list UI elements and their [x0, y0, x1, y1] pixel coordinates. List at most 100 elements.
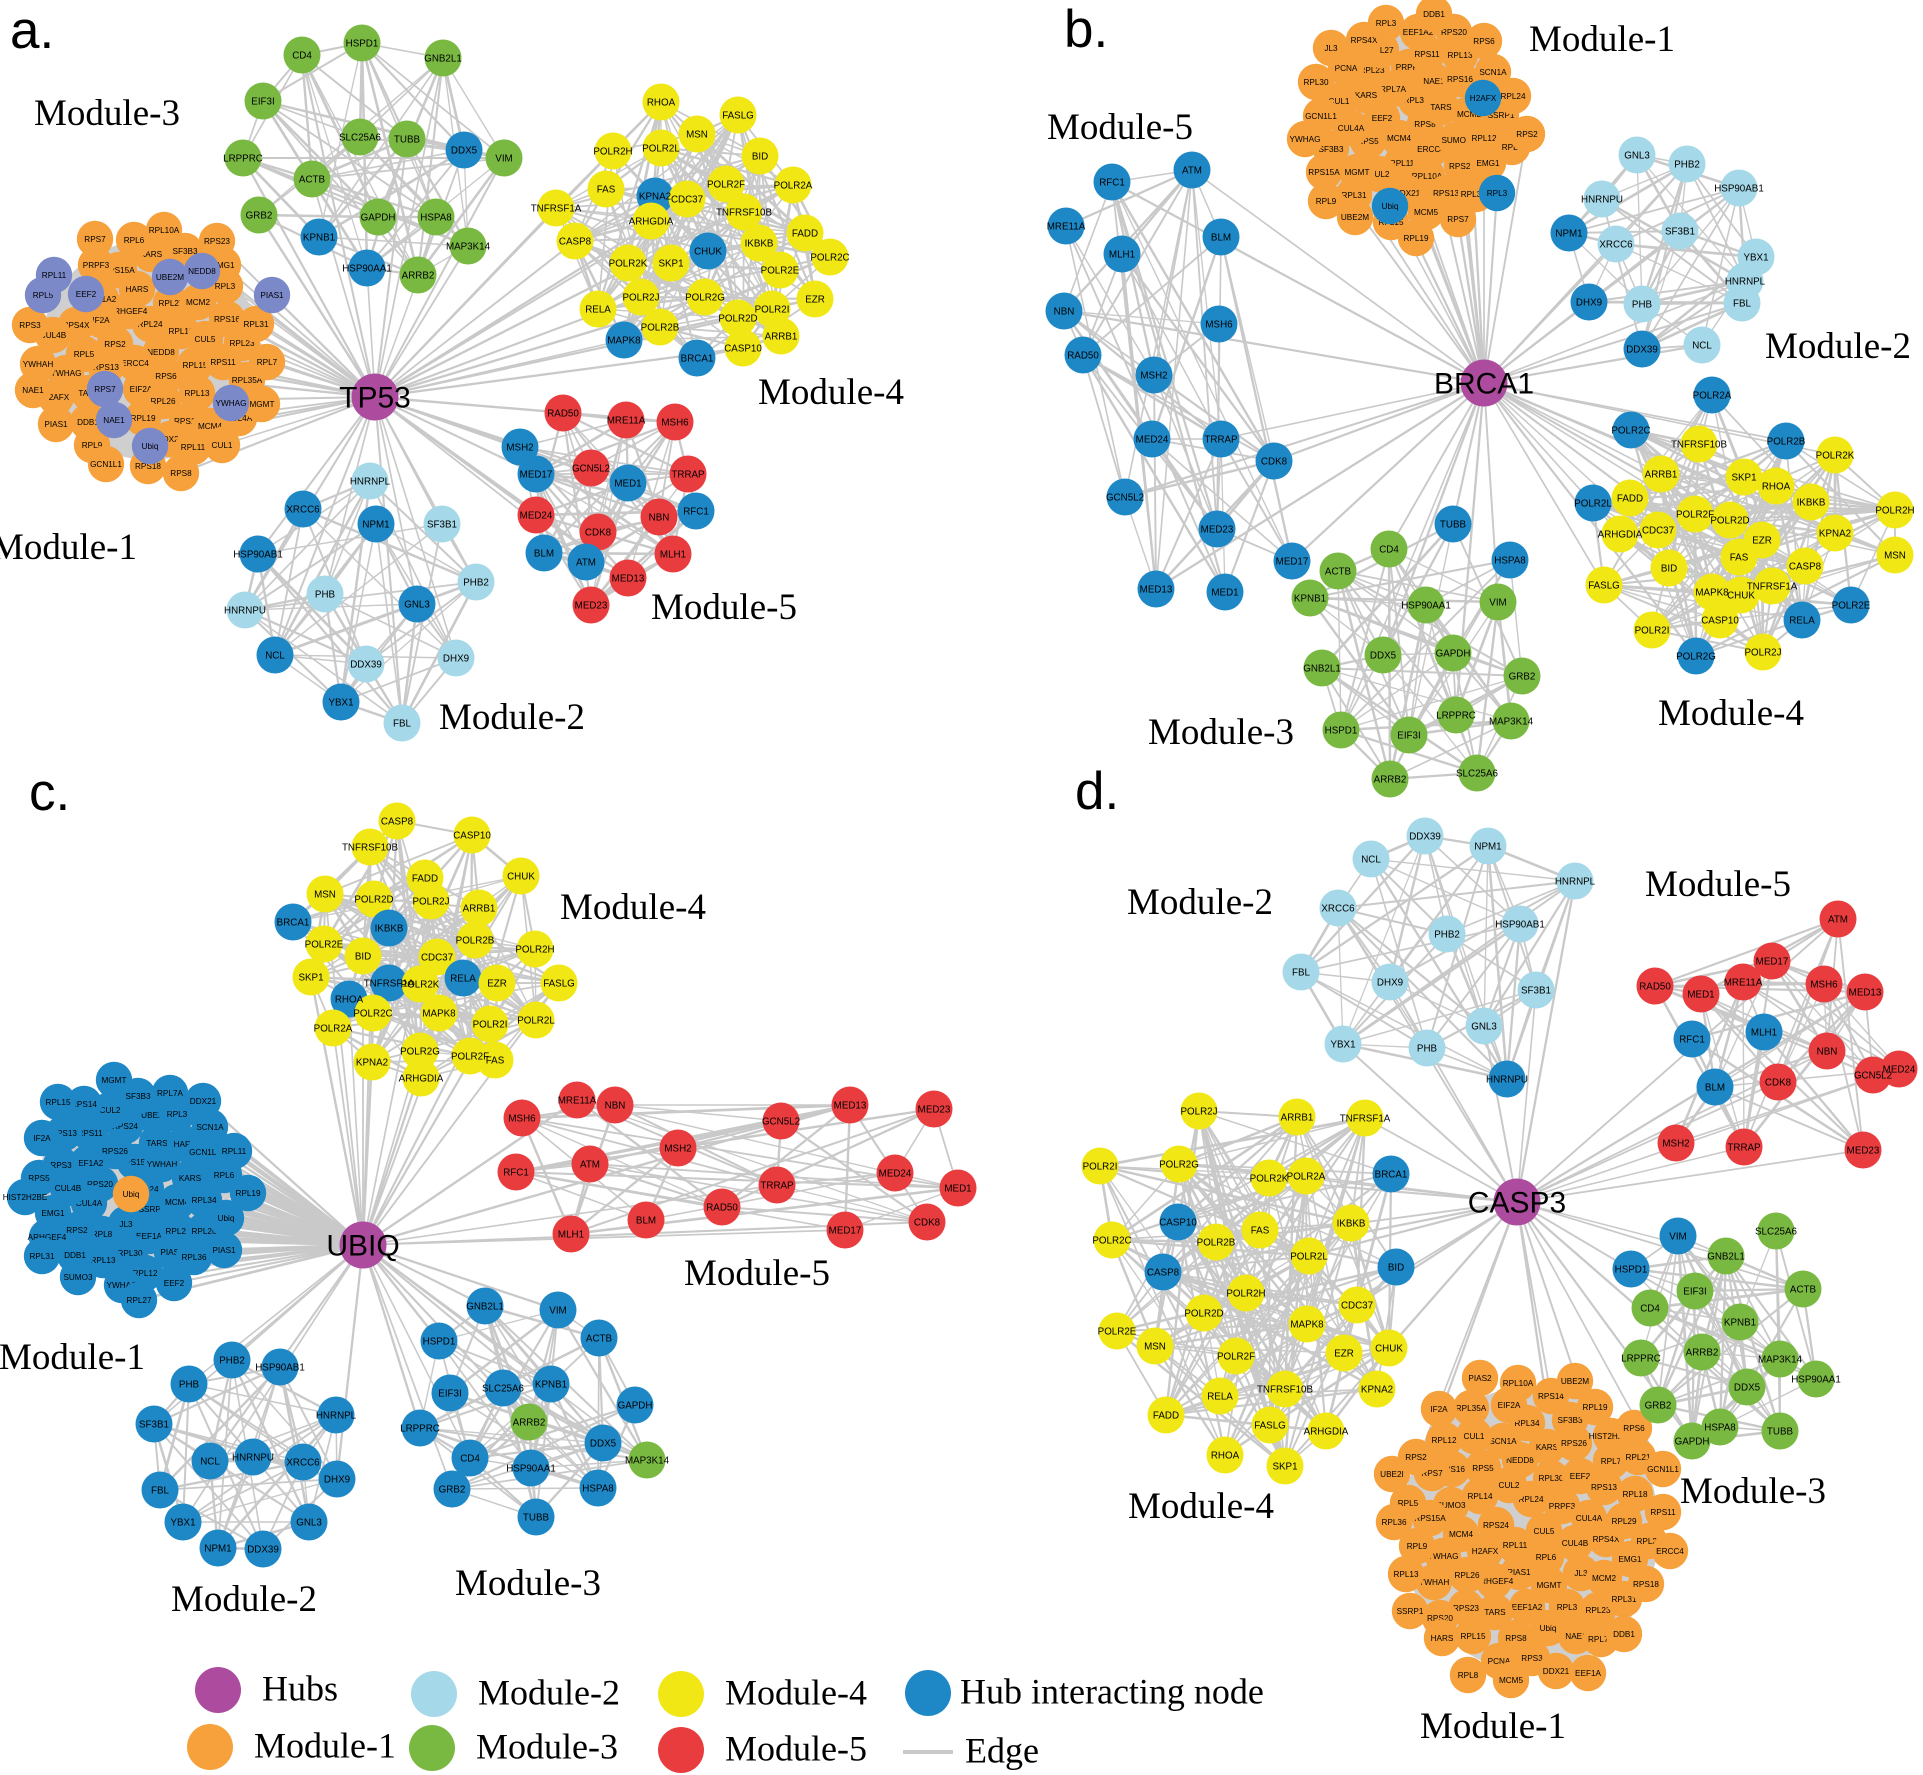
svg-text:POLR2D: POLR2D	[1184, 1308, 1223, 1319]
svg-text:HNRNPL: HNRNPL	[1725, 276, 1766, 287]
svg-text:RPS24: RPS24	[112, 1122, 138, 1131]
svg-text:RPL26: RPL26	[150, 397, 175, 406]
svg-text:RPS15A: RPS15A	[103, 266, 135, 275]
svg-text:BRCA1: BRCA1	[681, 353, 714, 364]
svg-text:RPS16: RPS16	[214, 315, 240, 324]
svg-text:POLR2L: POLR2L	[1574, 498, 1612, 509]
svg-text:RPL5: RPL5	[1398, 1499, 1419, 1508]
svg-text:KPNB1: KPNB1	[1294, 593, 1326, 604]
svg-text:a.: a.	[10, 1, 54, 60]
svg-text:RPL15: RPL15	[182, 361, 207, 370]
svg-text:SUMO3: SUMO3	[1436, 1501, 1466, 1510]
svg-text:NPM1: NPM1	[1555, 228, 1582, 239]
svg-text:ACTB: ACTB	[1325, 566, 1352, 577]
svg-text:HSP90AA1: HSP90AA1	[342, 263, 392, 274]
svg-text:HSPA8: HSPA8	[582, 1483, 614, 1494]
svg-text:RPS4X: RPS4X	[1593, 1535, 1620, 1544]
svg-text:IKBKB: IKBKB	[375, 923, 404, 934]
svg-text:YBX1: YBX1	[170, 1517, 195, 1528]
svg-text:YWHAH: YWHAH	[147, 1160, 178, 1169]
svg-text:MGMT: MGMT	[1344, 168, 1369, 177]
svg-text:CUL4A: CUL4A	[76, 1199, 103, 1208]
svg-text:MED17: MED17	[520, 469, 553, 480]
svg-text:DDX21: DDX21	[1543, 1667, 1570, 1676]
svg-text:RPL5: RPL5	[33, 291, 54, 300]
svg-text:MED23: MED23	[575, 600, 608, 611]
svg-text:HSP90AB1: HSP90AB1	[255, 1362, 305, 1373]
svg-text:TARS: TARS	[1484, 1608, 1506, 1617]
svg-text:RPL3: RPL3	[167, 1110, 188, 1119]
svg-text:Module-3: Module-3	[476, 1727, 618, 1767]
svg-text:CHUK: CHUK	[694, 246, 722, 257]
svg-text:NPM1: NPM1	[204, 1543, 231, 1554]
svg-text:MSH2: MSH2	[1140, 370, 1167, 381]
svg-text:MAPK8: MAPK8	[607, 335, 641, 346]
svg-text:UBIQ: UBIQ	[326, 1230, 399, 1263]
svg-text:DDX5: DDX5	[1734, 1382, 1761, 1393]
svg-text:CUL4B: CUL4B	[40, 331, 67, 340]
svg-text:MCM2: MCM2	[1592, 1574, 1617, 1583]
svg-text:CUL5: CUL5	[1534, 1527, 1555, 1536]
svg-text:b.: b.	[1064, 0, 1108, 59]
svg-text:MLH1: MLH1	[1109, 249, 1135, 260]
svg-text:NCL: NCL	[1361, 854, 1381, 865]
svg-text:RPL29: RPL29	[1611, 1517, 1636, 1526]
svg-text:RPS14: RPS14	[174, 417, 200, 426]
svg-text:Hubs: Hubs	[262, 1669, 338, 1709]
svg-text:RPL31: RPL31	[29, 1252, 54, 1261]
svg-text:RPS2: RPS2	[104, 340, 126, 349]
svg-text:RPS3: RPS3	[19, 321, 41, 330]
svg-text:RPS26: RPS26	[102, 1147, 128, 1156]
svg-text:EMG1: EMG1	[1476, 159, 1500, 168]
svg-text:PHB: PHB	[315, 589, 336, 600]
svg-text:CUL4A: CUL4A	[1338, 124, 1365, 133]
svg-text:YWHAG: YWHAG	[216, 399, 247, 408]
svg-text:CUL2: CUL2	[1499, 1481, 1520, 1490]
svg-text:POLR2B: POLR2B	[1197, 1237, 1236, 1248]
svg-text:GCN1L1: GCN1L1	[1305, 112, 1337, 121]
svg-text:RPS13: RPS13	[93, 363, 119, 372]
svg-text:RPS11: RPS11	[210, 358, 236, 367]
svg-text:Module-3: Module-3	[1680, 1471, 1826, 1512]
svg-text:EEF2: EEF2	[164, 1279, 185, 1288]
svg-text:TUBB: TUBB	[1767, 1426, 1794, 1437]
svg-text:LRPPRC: LRPPRC	[1621, 1353, 1661, 1364]
svg-text:ARRB2: ARRB2	[1686, 1347, 1719, 1358]
svg-text:Module-4: Module-4	[560, 887, 706, 928]
svg-text:MAP3K14: MAP3K14	[446, 241, 491, 252]
svg-text:RHOA: RHOA	[335, 994, 364, 1005]
svg-text:CASP3: CASP3	[1468, 1187, 1566, 1220]
svg-text:FADD: FADD	[1617, 493, 1643, 504]
svg-text:RPL35A: RPL35A	[1461, 190, 1492, 199]
svg-text:POLR2H: POLR2H	[515, 944, 554, 955]
svg-text:H2AFX: H2AFX	[1470, 94, 1497, 103]
svg-text:NAE1: NAE1	[1423, 77, 1445, 86]
svg-text:NCL: NCL	[265, 650, 285, 661]
svg-text:RPL23: RPL23	[1359, 66, 1384, 75]
svg-text:MCM5: MCM5	[1414, 208, 1439, 217]
svg-text:POLR2D: POLR2D	[1710, 515, 1749, 526]
svg-text:MGMT: MGMT	[1536, 1581, 1561, 1590]
svg-text:CD4: CD4	[292, 50, 312, 61]
svg-text:SSRP1: SSRP1	[139, 1205, 166, 1214]
svg-text:NPM1: NPM1	[1474, 841, 1501, 852]
svg-text:RHOA: RHOA	[647, 97, 676, 108]
svg-text:SSRP1: SSRP1	[1397, 1607, 1424, 1616]
svg-text:ATM: ATM	[580, 1159, 600, 1170]
svg-text:SKP1: SKP1	[1272, 1461, 1297, 1472]
svg-text:RPL5: RPL5	[74, 350, 95, 359]
svg-text:TARS: TARS	[146, 1139, 168, 1148]
svg-text:SCN1A: SCN1A	[1479, 68, 1507, 77]
svg-text:POLR2F: POLR2F	[451, 1051, 489, 1062]
svg-text:NBN: NBN	[605, 1100, 626, 1111]
svg-text:RELA: RELA	[1207, 1391, 1233, 1402]
svg-text:MRE11A: MRE11A	[558, 1095, 597, 1106]
svg-text:RPL3: RPL3	[1487, 189, 1508, 198]
svg-text:GNB2L1: GNB2L1	[424, 53, 462, 64]
svg-text:POLR2L: POLR2L	[642, 143, 680, 154]
svg-text:RPS4X: RPS4X	[63, 321, 90, 330]
svg-text:CASP10: CASP10	[1701, 615, 1739, 626]
svg-text:Module-5: Module-5	[651, 587, 797, 628]
svg-text:POLR2H: POLR2H	[593, 146, 632, 157]
svg-text:RHOA: RHOA	[1211, 1450, 1240, 1461]
